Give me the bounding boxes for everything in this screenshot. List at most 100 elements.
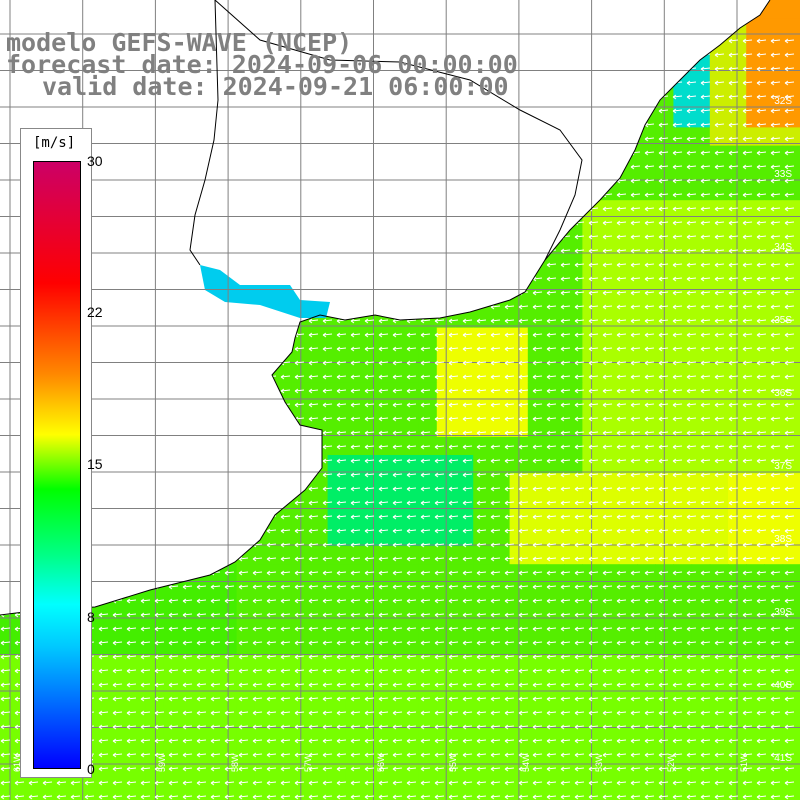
wind-arrow bbox=[616, 738, 627, 744]
wind-arrow bbox=[574, 626, 585, 632]
wind-arrow bbox=[672, 150, 683, 156]
wind-arrow bbox=[574, 766, 585, 772]
wind-arrow bbox=[364, 500, 375, 506]
wind-arrow bbox=[476, 542, 487, 548]
wind-arrow bbox=[700, 178, 711, 184]
wind-arrow bbox=[686, 696, 697, 702]
wind-arrow bbox=[644, 318, 655, 324]
wind-arrow bbox=[280, 444, 291, 450]
wind-arrow bbox=[126, 444, 137, 450]
wind-arrow bbox=[378, 710, 389, 716]
wind-arrow bbox=[434, 486, 445, 492]
wind-arrow bbox=[504, 598, 515, 604]
wind-arrow bbox=[560, 780, 571, 786]
wind-arrow bbox=[742, 654, 753, 660]
wind-arrow bbox=[56, 794, 67, 800]
wind-arrow bbox=[280, 472, 291, 478]
wind-arrow bbox=[686, 276, 697, 282]
wind-arrow bbox=[770, 38, 781, 44]
wind-arrow bbox=[56, 108, 67, 114]
wind-arrow bbox=[364, 738, 375, 744]
wind-arrow bbox=[504, 38, 515, 44]
wind-arrow bbox=[378, 556, 389, 562]
wind-arrow bbox=[658, 122, 669, 128]
wind-arrow bbox=[196, 584, 207, 590]
wind-arrow bbox=[182, 766, 193, 772]
wind-arrow bbox=[518, 94, 529, 100]
wind-arrow bbox=[630, 262, 641, 268]
wind-arrow bbox=[420, 346, 431, 352]
wind-arrow bbox=[518, 780, 529, 786]
wind-arrow bbox=[784, 346, 795, 352]
wind-arrow bbox=[784, 472, 795, 478]
wind-arrow bbox=[308, 150, 319, 156]
wind-arrow bbox=[252, 654, 263, 660]
wind-arrow bbox=[238, 122, 249, 128]
wind-arrow bbox=[294, 346, 305, 352]
wind-arrow bbox=[392, 136, 403, 142]
wind-arrow bbox=[252, 108, 263, 114]
wind-arrow bbox=[602, 752, 613, 758]
wind-arrow bbox=[770, 514, 781, 520]
wind-arrow bbox=[686, 80, 697, 86]
wind-arrow bbox=[42, 122, 53, 128]
wind-arrow bbox=[756, 66, 767, 72]
wind-arrow bbox=[602, 486, 613, 492]
wind-arrow bbox=[476, 164, 487, 170]
wind-arrow bbox=[532, 612, 543, 618]
wind-arrow bbox=[112, 332, 123, 338]
wind-arrow bbox=[406, 346, 417, 352]
wind-arrow bbox=[672, 766, 683, 772]
wind-arrow bbox=[350, 752, 361, 758]
wind-arrow bbox=[280, 654, 291, 660]
wind-arrow bbox=[112, 192, 123, 198]
wind-arrow bbox=[364, 430, 375, 436]
wind-arrow bbox=[476, 402, 487, 408]
wind-arrow bbox=[574, 458, 585, 464]
wind-arrow bbox=[378, 794, 389, 800]
wind-arrow bbox=[756, 570, 767, 576]
wind-arrow bbox=[448, 710, 459, 716]
wind-arrow bbox=[658, 402, 669, 408]
wind-arrow bbox=[616, 626, 627, 632]
wind-arrow bbox=[252, 612, 263, 618]
wind-arrow bbox=[434, 220, 445, 226]
wind-arrow bbox=[448, 556, 459, 562]
wind-arrow bbox=[224, 150, 235, 156]
wind-arrow bbox=[168, 108, 179, 114]
wind-arrow bbox=[700, 444, 711, 450]
wind-arrow bbox=[784, 374, 795, 380]
wind-arrow bbox=[238, 374, 249, 380]
wind-arrow bbox=[280, 164, 291, 170]
wind-arrow bbox=[504, 430, 515, 436]
wind-arrow bbox=[770, 332, 781, 338]
wind-arrow bbox=[630, 374, 641, 380]
wind-arrow bbox=[112, 738, 123, 744]
wind-arrow bbox=[252, 640, 263, 646]
wind-arrow bbox=[378, 612, 389, 618]
wind-arrow bbox=[112, 654, 123, 660]
wind-arrow bbox=[392, 584, 403, 590]
wind-arrow bbox=[14, 108, 25, 114]
wind-arrow bbox=[210, 430, 221, 436]
wind-arrow bbox=[168, 724, 179, 730]
wind-arrow bbox=[154, 514, 165, 520]
wind-arrow bbox=[784, 626, 795, 632]
wind-arrow bbox=[294, 528, 305, 534]
wind-arrow bbox=[448, 444, 459, 450]
wind-arrow bbox=[420, 542, 431, 548]
wind-arrow bbox=[518, 654, 529, 660]
wind-arrow bbox=[364, 598, 375, 604]
wind-arrow bbox=[630, 430, 641, 436]
wind-arrow bbox=[196, 150, 207, 156]
wind-arrow bbox=[644, 570, 655, 576]
wind-arrow bbox=[532, 304, 543, 310]
wind-arrow bbox=[420, 682, 431, 688]
wind-arrow bbox=[210, 234, 221, 240]
wind-arrow bbox=[308, 136, 319, 142]
wind-arrow bbox=[420, 318, 431, 324]
wind-arrow bbox=[784, 108, 795, 114]
wind-arrow bbox=[742, 136, 753, 142]
wind-arrow bbox=[672, 570, 683, 576]
wind-arrow bbox=[140, 780, 151, 786]
